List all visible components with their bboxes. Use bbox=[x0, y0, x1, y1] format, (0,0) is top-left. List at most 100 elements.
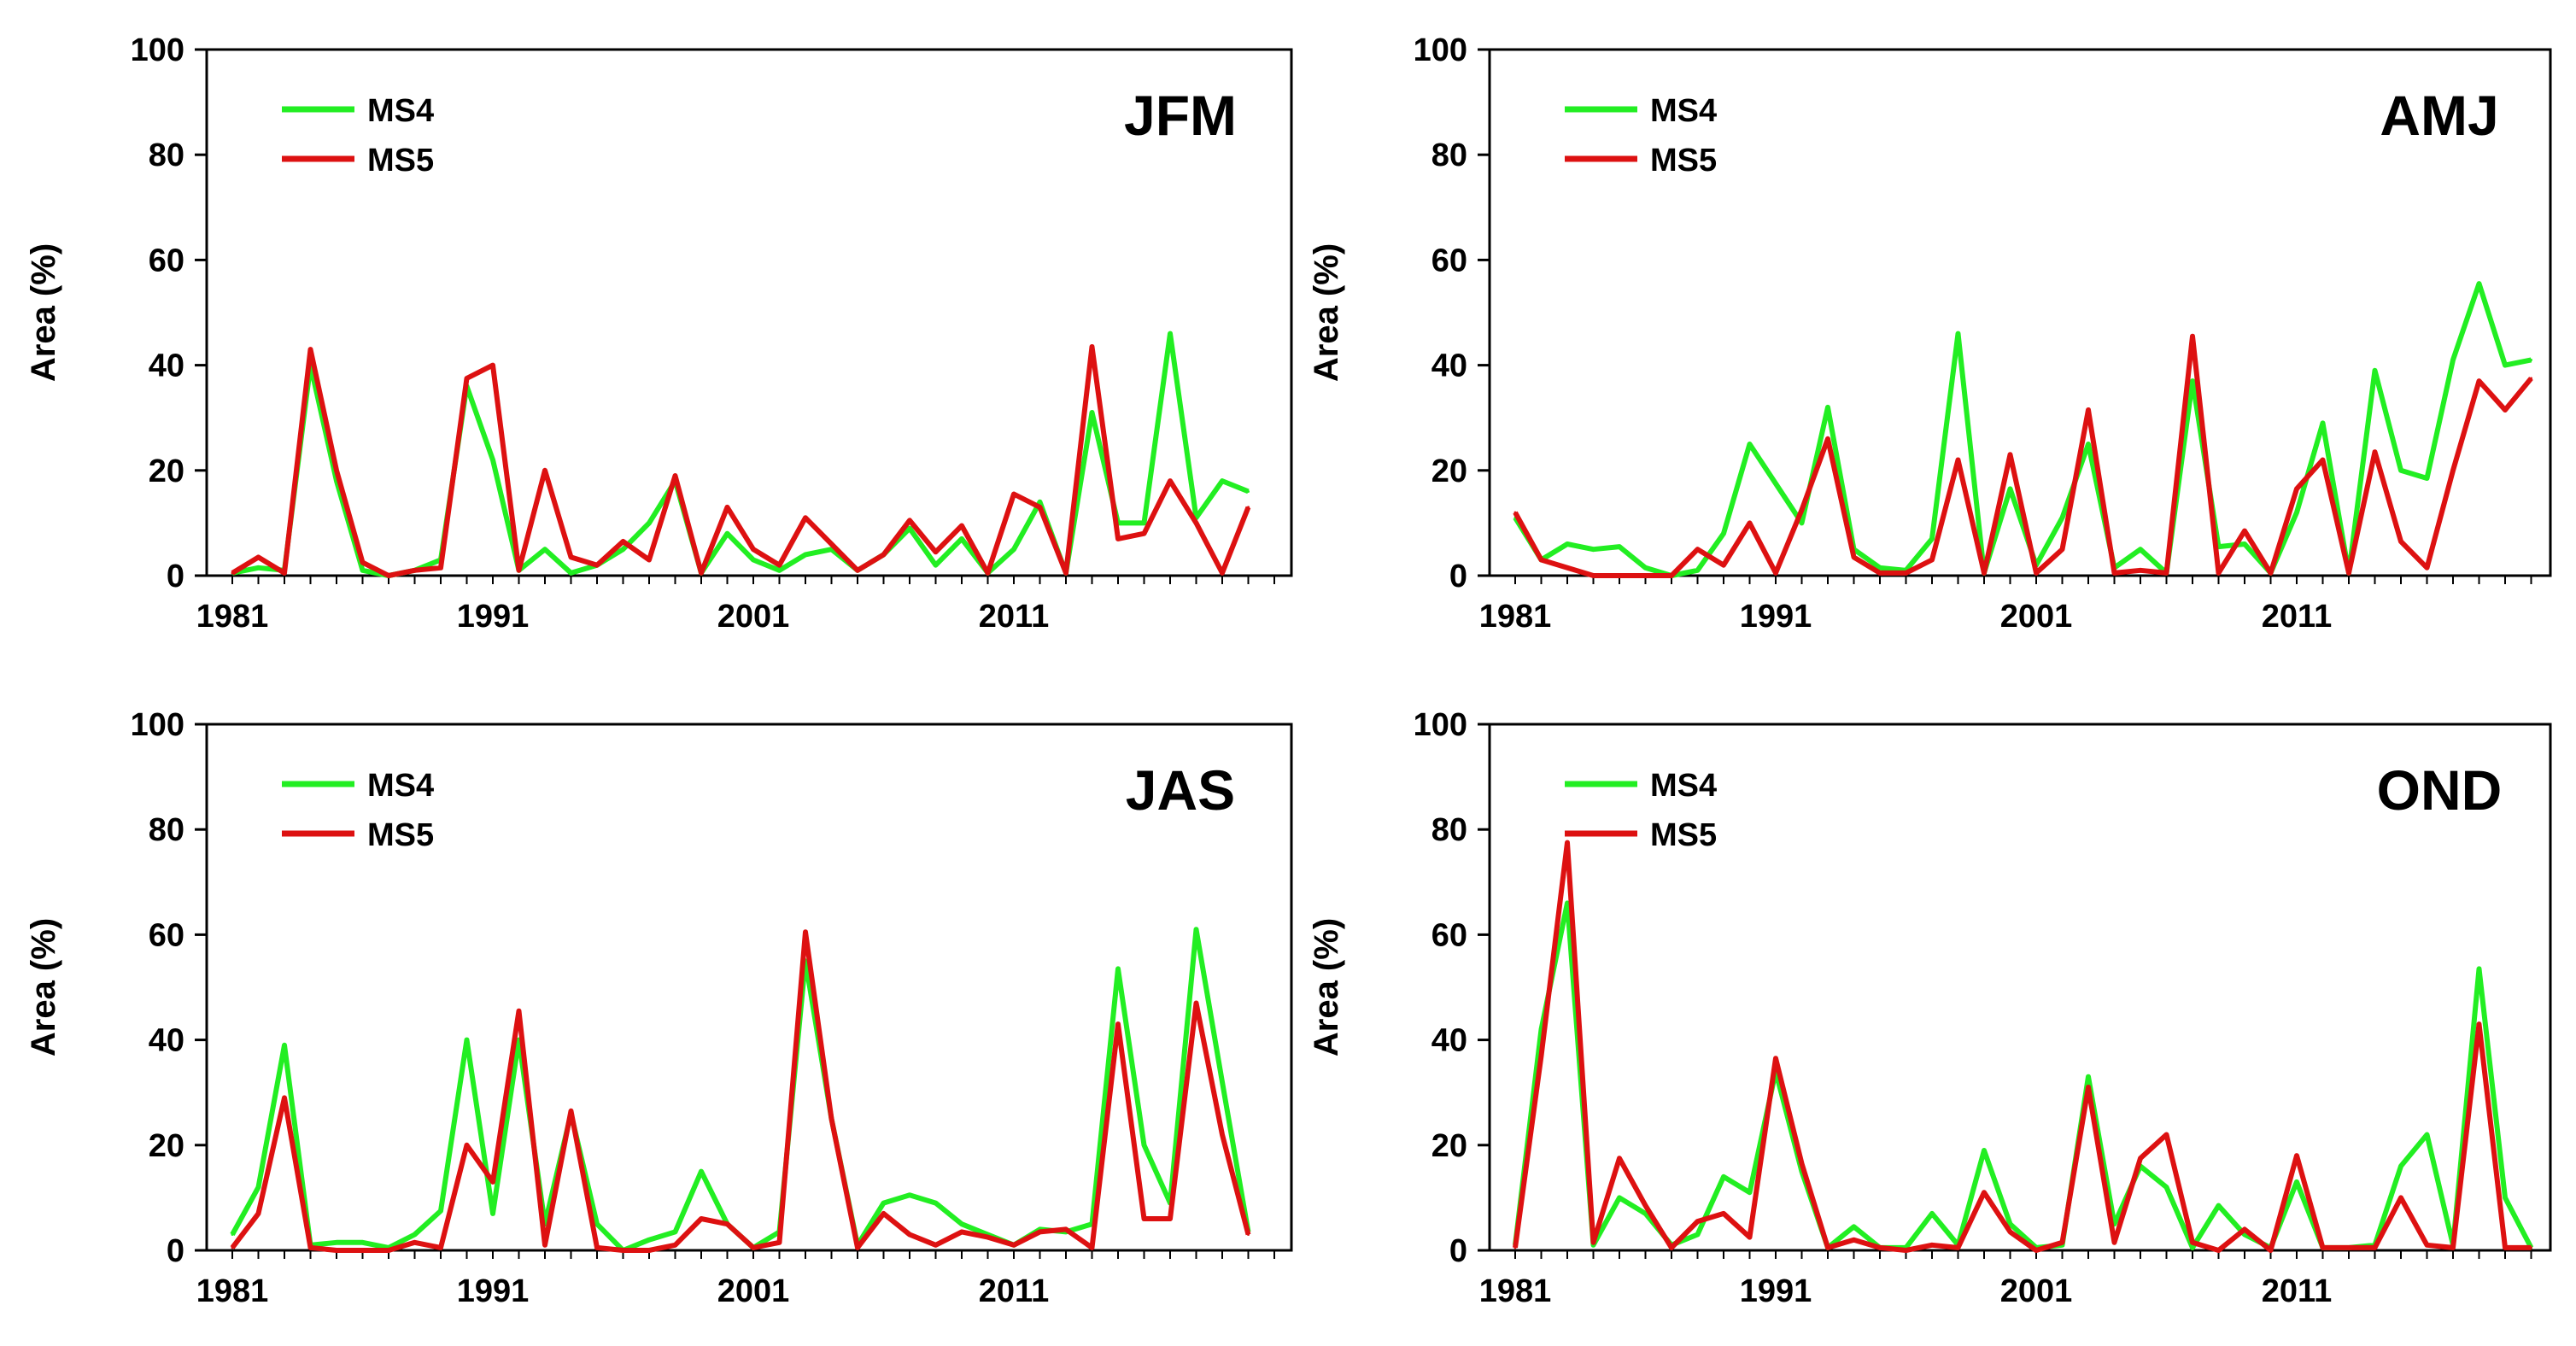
data-point-ms5 bbox=[908, 1233, 911, 1237]
data-point-ms5 bbox=[986, 1236, 989, 1239]
data-point-ms4 bbox=[2295, 1180, 2298, 1184]
data-point-ms5 bbox=[1982, 571, 1986, 575]
data-point-ms5 bbox=[309, 1246, 312, 1249]
data-point-ms4 bbox=[439, 1209, 442, 1213]
legend-label-ms4: MS4 bbox=[1650, 93, 1717, 129]
data-point-ms5 bbox=[1168, 479, 1172, 483]
data-point-ms5 bbox=[2399, 1196, 2403, 1199]
y-tick-label: 100 bbox=[131, 32, 184, 68]
data-point-ms4 bbox=[2399, 469, 2403, 472]
data-point-ms4 bbox=[1696, 569, 1699, 572]
data-point-ms5 bbox=[1039, 1230, 1041, 1233]
data-point-ms4 bbox=[830, 547, 833, 551]
data-point-ms5 bbox=[1592, 574, 1595, 577]
y-tick-label: 0 bbox=[1449, 1233, 1467, 1269]
data-point-ms4 bbox=[1592, 547, 1595, 551]
data-point-ms5 bbox=[2165, 571, 2168, 575]
data-point-ms5 bbox=[2087, 1086, 2090, 1089]
data-point-ms5 bbox=[387, 574, 390, 577]
data-point-ms5 bbox=[1905, 1249, 1907, 1252]
data-point-ms5 bbox=[2034, 571, 2038, 575]
data-point-ms5 bbox=[1143, 532, 1145, 535]
data-point-ms5 bbox=[2503, 408, 2507, 412]
data-point-ms5 bbox=[361, 561, 364, 565]
y-tick-label: 80 bbox=[1431, 812, 1467, 848]
data-point-ms5 bbox=[726, 506, 729, 509]
data-point-ms5 bbox=[1592, 1241, 1595, 1244]
data-point-ms4 bbox=[1800, 521, 1803, 524]
data-point-ms4 bbox=[1774, 482, 1777, 485]
data-point-ms5 bbox=[960, 524, 963, 527]
data-point-ms5 bbox=[1064, 571, 1068, 575]
data-point-ms4 bbox=[2243, 542, 2246, 546]
data-point-ms5 bbox=[1696, 547, 1699, 551]
x-tick-label: 2011 bbox=[2262, 1273, 2332, 1309]
data-point-ms5 bbox=[1012, 493, 1016, 496]
data-point-ms5 bbox=[986, 571, 989, 575]
data-point-ms4 bbox=[570, 571, 572, 575]
data-point-ms5 bbox=[1195, 521, 1197, 524]
data-point-ms5 bbox=[1618, 574, 1621, 577]
y-tick-label: 40 bbox=[1431, 1023, 1467, 1059]
data-point-ms4 bbox=[1039, 500, 1041, 504]
data-point-ms4 bbox=[960, 537, 963, 541]
x-tick-label: 1991 bbox=[457, 1273, 530, 1309]
data-point-ms4 bbox=[2426, 477, 2428, 480]
data-point-ms5 bbox=[1247, 1233, 1250, 1237]
data-point-ms4 bbox=[934, 564, 937, 567]
y-tick-label: 20 bbox=[149, 1128, 184, 1164]
data-point-ms5 bbox=[413, 569, 416, 572]
legend-label-ms5: MS5 bbox=[1650, 143, 1717, 178]
x-tick-label: 1991 bbox=[1740, 599, 1812, 635]
y-tick-label: 60 bbox=[1431, 917, 1467, 953]
data-point-ms5 bbox=[2009, 453, 2011, 456]
data-point-ms5 bbox=[1930, 1244, 1934, 1247]
data-point-ms4 bbox=[257, 566, 260, 570]
y-tick-label: 80 bbox=[149, 812, 184, 848]
data-point-ms5 bbox=[1039, 506, 1041, 509]
chart-panel-amj: 0 20 40 60 80 100 1981 1991 2001 2011 Area (%) MS4 M… bbox=[1308, 32, 2552, 635]
data-point-ms5 bbox=[2113, 571, 2116, 575]
x-tick-label: 2001 bbox=[717, 1273, 790, 1309]
data-point-ms5 bbox=[1826, 437, 1830, 441]
data-point-ms5 bbox=[361, 1249, 364, 1252]
data-point-ms4 bbox=[361, 1241, 364, 1244]
data-point-ms5 bbox=[2139, 569, 2142, 572]
chart-panel-jfm: 0 20 40 60 80 100 1981 1991 2001 2011 Area (%) MS4 M… bbox=[25, 32, 1293, 635]
y-tick-label: 60 bbox=[1431, 243, 1467, 278]
plot-frame bbox=[205, 48, 1293, 577]
data-point-ms4 bbox=[1826, 406, 1830, 409]
y-tick-label: 100 bbox=[1414, 32, 1467, 68]
data-point-ms4 bbox=[491, 1212, 495, 1215]
x-tick-label: 2001 bbox=[2000, 1273, 2073, 1309]
data-point-ms4 bbox=[1618, 545, 1621, 548]
series-line-ms5 bbox=[1513, 840, 2532, 1253]
data-point-ms4 bbox=[2009, 487, 2011, 490]
data-point-ms4 bbox=[778, 569, 781, 572]
x-tick-label: 1991 bbox=[1740, 1273, 1812, 1309]
data-point-ms4 bbox=[1143, 521, 1145, 524]
data-point-ms5 bbox=[1722, 1212, 1725, 1215]
data-point-ms4 bbox=[1168, 332, 1172, 336]
data-point-ms5 bbox=[1195, 1001, 1197, 1004]
data-point-ms5 bbox=[2165, 1132, 2168, 1136]
data-point-ms5 bbox=[778, 1241, 781, 1244]
y-tick-label: 40 bbox=[149, 1023, 184, 1059]
y-tick-label: 60 bbox=[149, 917, 184, 953]
data-point-ms4 bbox=[1930, 1212, 1934, 1215]
data-point-ms5 bbox=[1644, 574, 1647, 577]
data-point-ms4 bbox=[2451, 358, 2455, 361]
data-point-ms4 bbox=[2399, 1164, 2403, 1168]
data-point-ms5 bbox=[1091, 1246, 1093, 1249]
y-axis-label: Area (%) bbox=[25, 243, 62, 382]
y-tick-label: 100 bbox=[131, 707, 184, 743]
data-point-ms5 bbox=[1748, 1236, 1751, 1239]
data-point-ms5 bbox=[231, 1246, 234, 1249]
data-point-ms4 bbox=[908, 1193, 911, 1197]
legend-label-ms4: MS4 bbox=[1650, 768, 1717, 804]
data-point-ms5 bbox=[413, 1241, 416, 1244]
data-point-ms5 bbox=[1905, 571, 1907, 575]
data-point-ms5 bbox=[518, 1010, 520, 1013]
data-point-ms5 bbox=[2530, 377, 2532, 380]
